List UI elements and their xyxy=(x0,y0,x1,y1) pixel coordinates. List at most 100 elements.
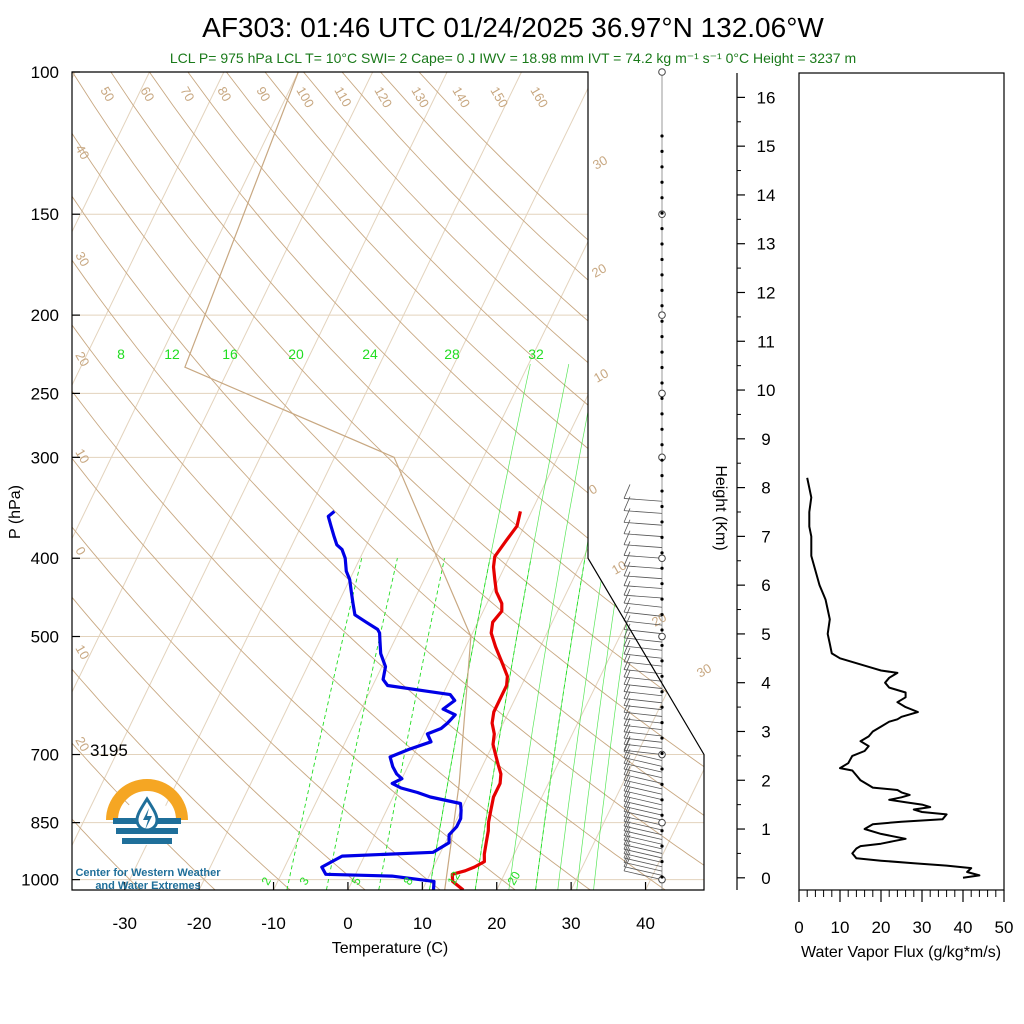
wind-barb-flag xyxy=(623,623,631,639)
p-tick-label-300: 300 xyxy=(31,448,59,467)
barb-dot xyxy=(660,427,664,431)
barb-dot xyxy=(660,412,664,416)
barb-calm-circle xyxy=(658,389,666,398)
wind-barb xyxy=(623,800,663,811)
barb-dot xyxy=(660,319,664,323)
height-tick-label-15: 15 xyxy=(757,137,776,156)
x-axis-label: Temperature (C) xyxy=(332,940,448,957)
barb-dot xyxy=(660,628,664,632)
t-tick-label-20: 20 xyxy=(487,914,506,933)
flux-x-label: Water Vapor Flux (g/kg*m/s) xyxy=(801,944,1001,961)
barb-dot xyxy=(660,566,664,570)
wind-barb-flag xyxy=(623,807,631,822)
wind-barb-flag xyxy=(623,606,631,622)
moist-line xyxy=(473,364,570,890)
wind-barb-flag xyxy=(623,484,631,499)
p-tick-label-150: 150 xyxy=(31,205,59,224)
mixing-ratio-label: 12 xyxy=(164,346,180,362)
barb-dot xyxy=(660,736,664,740)
height-tick-label-1: 1 xyxy=(761,820,770,839)
wind-barb xyxy=(623,611,663,617)
isotherm xyxy=(496,72,704,890)
wind-barb xyxy=(623,645,663,651)
barb-dot xyxy=(660,165,664,169)
mixing-ratio-dashed xyxy=(285,558,363,890)
wind-barb-flag xyxy=(623,776,631,792)
dry-adiabat-label: 160 xyxy=(527,84,551,110)
wind-barb xyxy=(623,785,663,795)
wind-barb xyxy=(623,779,663,790)
flux-tick-label-40: 40 xyxy=(954,918,973,937)
dry-adiabat xyxy=(72,72,299,890)
cw3e-logo: Center for Western Weather and Water Ext… xyxy=(75,779,221,892)
wind-barb xyxy=(623,521,663,526)
dry-adiabat-label: 140 xyxy=(449,84,473,110)
barb-dot xyxy=(660,474,664,478)
wind-barb-flag xyxy=(623,771,631,786)
barb-dot xyxy=(660,443,664,447)
wind-barb xyxy=(623,705,663,711)
wind-barb xyxy=(623,498,663,502)
wind-barb-flag xyxy=(623,711,631,726)
wind-barb xyxy=(623,585,663,589)
flux-tick-label-50: 50 xyxy=(995,918,1014,937)
dry-adiabat-label: 30 xyxy=(590,152,610,172)
dry-adiabat-label: 10 xyxy=(72,446,92,466)
barb-dot xyxy=(660,134,664,138)
wind-barb xyxy=(623,839,663,850)
wind-barb xyxy=(623,698,663,704)
dry-adiabat-label: 120 xyxy=(371,84,395,110)
wind-barb-flag xyxy=(623,597,631,613)
barb-dot xyxy=(660,381,664,385)
wind-barb-flag xyxy=(623,561,631,577)
barb-dot xyxy=(660,798,664,802)
barb-dot xyxy=(660,782,664,786)
isotherm xyxy=(72,72,150,890)
barb-dot xyxy=(660,535,664,539)
wind-barb xyxy=(623,830,663,840)
wind-barb xyxy=(623,676,663,682)
barb-calm-circle xyxy=(658,818,666,827)
barb-dot xyxy=(660,149,664,153)
logo-sun-arc xyxy=(106,779,188,821)
barb-dot xyxy=(660,643,664,648)
p-tick-label-1000: 1000 xyxy=(21,871,59,890)
mixing-ratio-label: 32 xyxy=(528,346,544,362)
wind-barb-flag xyxy=(623,615,631,630)
barb-dot xyxy=(660,396,664,401)
barb-calm-circle xyxy=(658,632,666,641)
wind-barbs xyxy=(623,68,666,890)
wind-barb xyxy=(623,749,663,755)
mixing-ratio-label: 2 xyxy=(258,874,274,887)
barb-dot xyxy=(660,597,664,601)
dry-adiabat-label: 50 xyxy=(97,84,117,104)
wind-barb-flag xyxy=(623,571,631,586)
logo-wave-3 xyxy=(122,838,172,844)
isotherm xyxy=(645,72,704,890)
barb-dot xyxy=(660,751,664,756)
wind-barb-flag xyxy=(623,792,631,807)
dry-adiabat-label: 130 xyxy=(408,84,432,110)
wind-barb xyxy=(623,725,663,731)
dry-adiabat xyxy=(303,72,704,890)
skewt-background-lines xyxy=(72,72,704,890)
y-axis-label: P (hPa) xyxy=(7,485,24,539)
mixing-ratio-dashed xyxy=(377,558,445,890)
height-tick-label-3: 3 xyxy=(761,722,770,741)
wind-barb-flag xyxy=(623,781,631,797)
t-tick-label--10: -10 xyxy=(261,914,286,933)
wind-barb xyxy=(623,711,663,717)
dry-adiabat-label: 20 xyxy=(589,260,609,280)
barb-dot xyxy=(660,875,664,879)
wind-barb xyxy=(623,565,663,570)
dry-adiabat xyxy=(72,72,525,890)
barb-dot xyxy=(660,829,664,833)
barb-dot xyxy=(660,365,664,370)
dry-adiabat xyxy=(72,72,374,890)
mixing-ratio-label: 24 xyxy=(362,346,378,362)
mixing-ratio-label: 20 xyxy=(288,346,304,362)
wind-barb-flag xyxy=(623,530,631,545)
dry-adiabat-label: 20 xyxy=(649,609,669,629)
isotherm xyxy=(72,72,225,890)
